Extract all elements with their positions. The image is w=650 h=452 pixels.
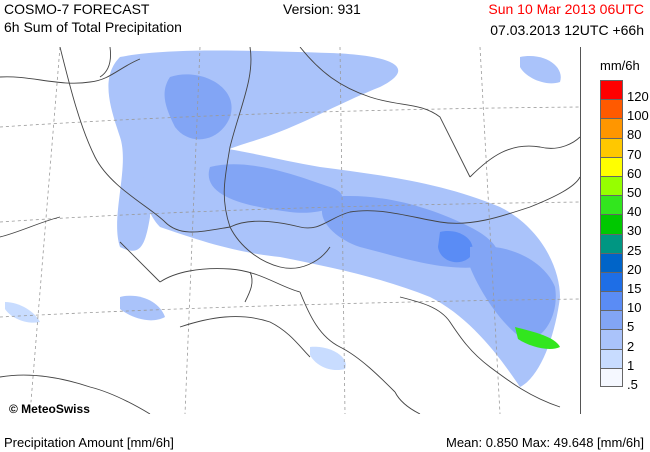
footer-statistics: Mean: 0.850 Max: 49.648 [mm/6h] — [446, 435, 644, 450]
legend-label: 60 — [627, 165, 642, 181]
legend-swatch — [600, 348, 623, 368]
legend-swatch — [600, 329, 623, 349]
legend-label: 120 — [627, 89, 649, 104]
legend-label: 5 — [627, 319, 635, 335]
precipitation-fields — [5, 50, 561, 387]
legend-swatch — [600, 252, 623, 272]
legend-label: 2 — [627, 338, 635, 354]
legend-label: 30 — [627, 223, 642, 239]
legend-swatch — [600, 214, 623, 234]
legend-swatch — [600, 367, 623, 387]
map-canvas — [0, 47, 580, 414]
legend-label: 80 — [627, 127, 642, 143]
valid-time: Sun 10 Mar 2013 06UTC — [488, 1, 644, 17]
legend-swatch — [600, 291, 623, 311]
legend-label: .5 — [627, 377, 638, 392]
legend-label: 10 — [627, 300, 642, 316]
legend-label: 40 — [627, 204, 642, 220]
legend-label: 20 — [627, 261, 642, 277]
borders-and-coastlines — [0, 47, 580, 414]
legend-color-scale — [600, 80, 625, 387]
legend-swatch — [600, 118, 623, 138]
legend-label: 50 — [627, 185, 642, 200]
legend-label: 15 — [627, 281, 642, 296]
legend-swatch — [600, 271, 623, 292]
copyright-notice: © MeteoSwiss — [7, 402, 92, 416]
legend-swatch — [600, 310, 623, 330]
legend-label: 100 — [627, 108, 649, 124]
legend-swatch — [600, 156, 623, 176]
legend-swatch — [600, 233, 623, 253]
precipitation-map — [0, 47, 581, 414]
legend-swatch — [600, 99, 623, 119]
footer-variable-label: Precipitation Amount [mm/6h] — [4, 435, 174, 450]
forecast-subtitle: 6h Sum of Total Precipitation — [4, 19, 182, 35]
legend-swatch — [600, 175, 623, 196]
legend-swatch — [600, 80, 623, 100]
forecast-title: COSMO-7 FORECAST — [4, 1, 150, 17]
legend-unit: mm/6h — [600, 58, 640, 73]
legend-label: 25 — [627, 242, 642, 258]
version-label: Version: 931 — [283, 1, 361, 17]
legend-label: 70 — [627, 146, 642, 162]
legend-swatch — [600, 137, 623, 157]
run-info: 07.03.2013 12UTC +66h — [490, 22, 644, 38]
legend-label: 1 — [627, 357, 635, 373]
legend-swatch — [600, 195, 623, 215]
lat-lon-grid — [0, 47, 580, 414]
